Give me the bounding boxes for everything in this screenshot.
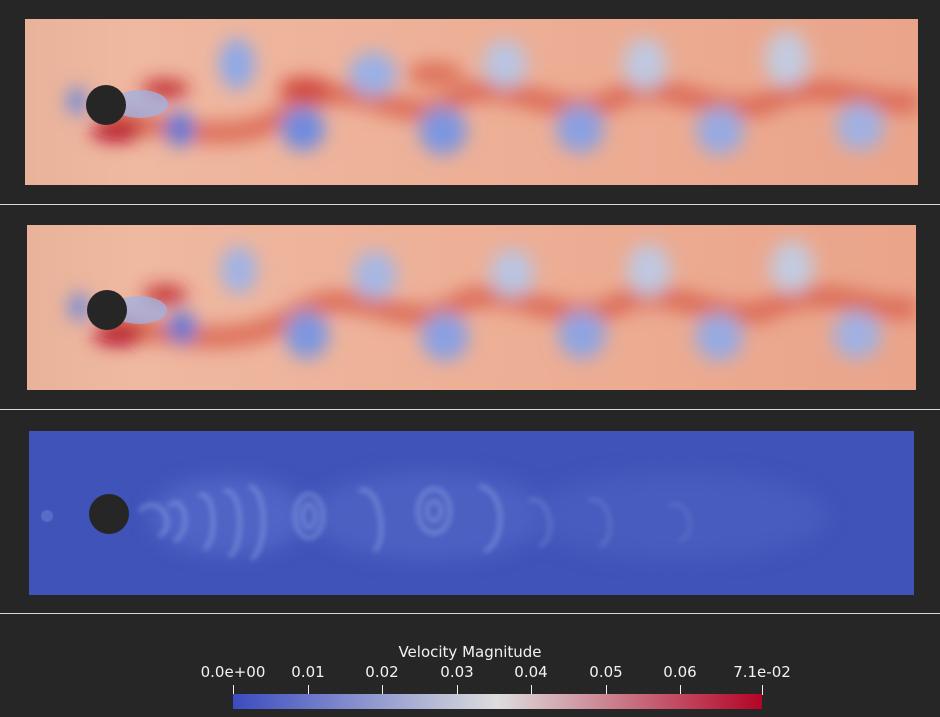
scalar-bar-tick bbox=[531, 685, 532, 695]
scalar-bar-tick bbox=[308, 685, 309, 695]
scalar-bar-tick-label: 0.02 bbox=[365, 663, 399, 681]
cylinder-obstacle bbox=[87, 290, 127, 330]
scalar-bar-tick bbox=[233, 685, 234, 695]
scalar-bar-tick-label: 0.01 bbox=[291, 663, 325, 681]
viewport-divider bbox=[0, 204, 940, 205]
scalar-bar-tick-label: 0.0e+00 bbox=[200, 663, 266, 681]
scalar-bar-tick-label: 0.03 bbox=[440, 663, 474, 681]
scalar-bar-tick-label: 7.1e-02 bbox=[733, 663, 791, 681]
render-view-1[interactable] bbox=[0, 0, 940, 204]
cylinder-obstacle bbox=[86, 85, 126, 125]
viewport-divider bbox=[0, 613, 940, 614]
render-view-2[interactable] bbox=[0, 206, 940, 409]
scalar-bar-gradient[interactable] bbox=[233, 694, 762, 709]
velocity-field-3[interactable] bbox=[29, 431, 914, 595]
scalar-bar-tick-label: 0.06 bbox=[663, 663, 697, 681]
viewport-divider bbox=[0, 409, 940, 410]
cylinder-obstacle bbox=[89, 494, 129, 534]
scalar-bar-tick bbox=[457, 685, 458, 695]
scalar-bar-tick bbox=[762, 685, 763, 695]
scalar-bar-tick bbox=[382, 685, 383, 695]
scalar-bar-view[interactable]: Velocity Magnitude 0.0e+00 0.01 0.02 0.03 0.… bbox=[0, 615, 940, 717]
velocity-field-1[interactable] bbox=[25, 19, 918, 185]
scalar-bar-title: Velocity Magnitude bbox=[398, 643, 542, 661]
scalar-bar-tick bbox=[606, 685, 607, 695]
velocity-field-2[interactable] bbox=[27, 225, 916, 390]
scalar-bar-tick-label: 0.05 bbox=[589, 663, 623, 681]
scalar-bar-tick bbox=[680, 685, 681, 695]
scalar-bar-tick-label: 0.04 bbox=[514, 663, 548, 681]
render-view-3[interactable] bbox=[0, 411, 940, 613]
